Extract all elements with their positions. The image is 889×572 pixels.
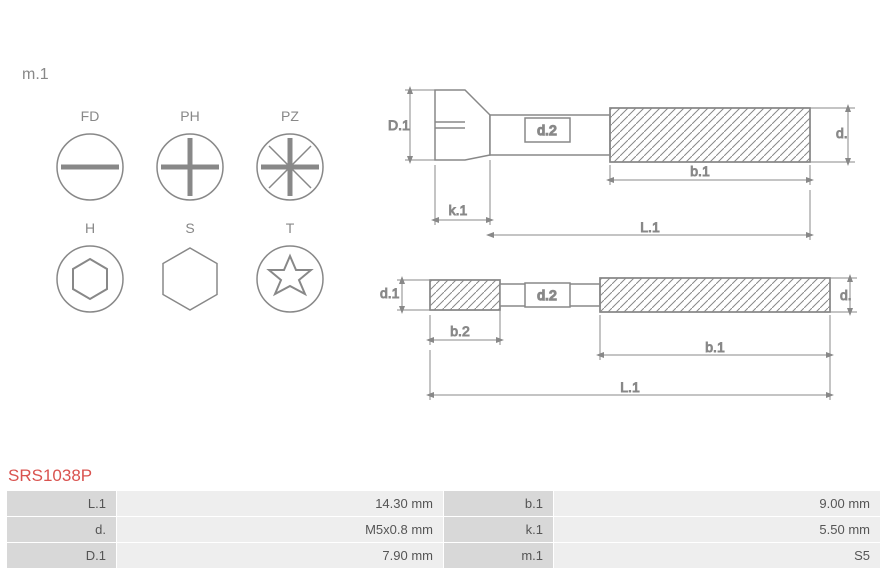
drive-types-grid: FD PH PZ H xyxy=(40,108,340,332)
hex-external-icon xyxy=(155,244,225,314)
cell-value: 7.90 mm xyxy=(117,543,444,569)
dim-b1-b: b.1 xyxy=(705,339,725,355)
drive-pz: PZ xyxy=(245,108,335,202)
drive-label: T xyxy=(245,220,335,236)
torx-drive-icon xyxy=(255,244,325,314)
cell-label: b.1 xyxy=(444,491,554,517)
drive-label: PZ xyxy=(245,108,335,124)
screw-diagrams: d.2 D.1 d. b.1 k.1 xyxy=(380,60,870,420)
flat-drive-icon xyxy=(55,132,125,202)
dim-d-b: d. xyxy=(840,287,852,303)
cell-value: M5x0.8 mm xyxy=(117,517,444,543)
phillips-drive-icon xyxy=(155,132,225,202)
cell-value: 9.00 mm xyxy=(554,491,881,517)
cell-label: L.1 xyxy=(7,491,117,517)
cell-value: S5 xyxy=(554,543,881,569)
cell-label: d. xyxy=(7,517,117,543)
top-screw: d.2 xyxy=(435,90,810,162)
dim-d2-b: d.2 xyxy=(537,287,557,303)
pozidriv-drive-icon xyxy=(255,132,325,202)
dim-d: d. xyxy=(836,125,848,141)
drive-label: PH xyxy=(145,108,235,124)
drive-row-1: FD PH PZ xyxy=(40,108,340,202)
drive-row-2: H S T xyxy=(40,220,340,314)
table-row: D.1 7.90 mm m.1 S5 xyxy=(7,543,881,569)
dim-d2: d.2 xyxy=(537,122,557,138)
cell-label: D.1 xyxy=(7,543,117,569)
drive-label: S xyxy=(145,220,235,236)
dim-k1: k.1 xyxy=(449,202,468,218)
spec-table: L.1 14.30 mm b.1 9.00 mm d. M5x0.8 mm k.… xyxy=(6,490,881,569)
table-row: L.1 14.30 mm b.1 9.00 mm xyxy=(7,491,881,517)
drive-label: FD xyxy=(45,108,135,124)
part-number: SRS1038P xyxy=(8,466,92,486)
dim-L1-b: L.1 xyxy=(620,379,640,395)
cell-label: m.1 xyxy=(444,543,554,569)
diagram-area: m.1 FD PH PZ xyxy=(0,0,889,450)
dim-D1: D.1 xyxy=(388,117,410,133)
cell-value: 14.30 mm xyxy=(117,491,444,517)
dim-d1: d.1 xyxy=(380,285,400,301)
cell-value: 5.50 mm xyxy=(554,517,881,543)
drive-ph: PH xyxy=(145,108,235,202)
dim-L1: L.1 xyxy=(640,219,660,235)
dim-b1: b.1 xyxy=(690,163,710,179)
drive-h: H xyxy=(45,220,135,314)
drive-label: H xyxy=(45,220,135,236)
cell-label: k.1 xyxy=(444,517,554,543)
table-row: d. M5x0.8 mm k.1 5.50 mm xyxy=(7,517,881,543)
drive-t: T xyxy=(245,220,335,314)
drive-s: S xyxy=(145,220,235,314)
dim-b2: b.2 xyxy=(450,323,470,339)
hex-socket-icon xyxy=(55,244,125,314)
bottom-screw: d.2 xyxy=(430,278,830,312)
m1-label: m.1 xyxy=(22,66,49,84)
drive-fd: FD xyxy=(45,108,135,202)
